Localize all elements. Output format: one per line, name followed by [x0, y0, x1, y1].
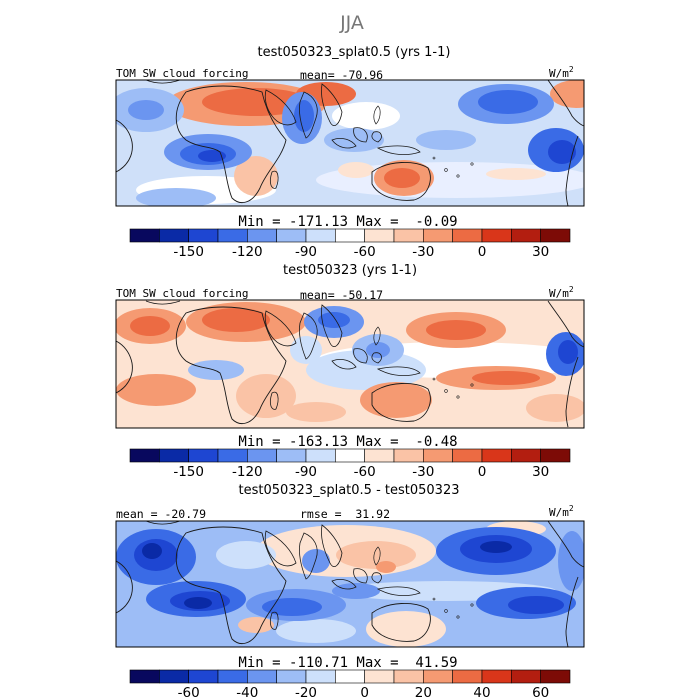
- colorbar-swatch: [452, 448, 483, 463]
- colorbar-swatch: [188, 448, 219, 463]
- colorbar-tick-label: -40: [236, 685, 258, 700]
- colorbar-tick-label: -120: [232, 464, 263, 480]
- panel-2: test050323 (yrs 1-1) TOM SW cloud forcin…: [115, 263, 585, 480]
- colorbar-swatch: [452, 228, 483, 243]
- panel-1-colorbar: -150 -120 -90 -60 -30 0 30: [129, 228, 571, 260]
- colorbar-swatch: [159, 228, 189, 243]
- panel-3-map: [116, 521, 584, 647]
- colorbar-swatch: [452, 669, 483, 684]
- colorbar-swatch: [129, 448, 160, 463]
- colorbar-swatch: [423, 448, 453, 463]
- colorbar-swatch: [335, 228, 365, 243]
- panel-1-title: test050323_splat0.5 (yrs 1-1): [258, 45, 451, 60]
- colorbar-swatch: [276, 228, 307, 243]
- panel-2-units: W/m2: [549, 285, 574, 300]
- colorbar-swatch: [423, 669, 453, 684]
- colorbar-swatch: [393, 228, 424, 243]
- panel-2-frame: [115, 299, 585, 429]
- colorbar-tick-label: -20: [295, 685, 317, 700]
- season-title: JJA: [339, 12, 364, 34]
- colorbar-swatch: [423, 228, 453, 243]
- colorbar-swatch: [305, 228, 336, 243]
- panel-1-mean-label: mean= -70.96: [300, 68, 383, 82]
- colorbar-swatch: [129, 669, 160, 684]
- colorbar-swatch: [511, 669, 541, 684]
- colorbar-swatch: [511, 448, 541, 463]
- panel-3-units: W/m2: [549, 504, 574, 519]
- colorbar-swatch: [364, 448, 395, 463]
- panel-1: test050323_splat0.5 (yrs 1-1) TOM SW clo…: [115, 45, 585, 260]
- panel-3-frame: [115, 520, 585, 648]
- colorbar-swatch: [129, 228, 160, 243]
- colorbar-tick-label: -60: [178, 685, 200, 700]
- panel-2-title: test050323 (yrs 1-1): [283, 263, 417, 278]
- colorbar-tick-label: -30: [412, 244, 434, 260]
- colorbar-tick-label: 60: [532, 685, 549, 700]
- colorbar-swatch: [217, 448, 248, 463]
- colorbar-tick-label: 30: [532, 244, 549, 260]
- colorbar-swatch: [217, 228, 248, 243]
- panel-2-mean-label: mean= -50.17: [300, 288, 383, 302]
- colorbar-swatch: [393, 448, 424, 463]
- colorbar-swatch: [481, 669, 512, 684]
- panel-2-map: [116, 300, 584, 428]
- colorbar-swatch: [217, 669, 248, 684]
- colorbar-tick-label: 0: [360, 685, 369, 700]
- colorbar-swatch: [305, 448, 336, 463]
- colorbar-swatch: [159, 669, 189, 684]
- colorbar-swatch: [159, 448, 189, 463]
- panel-1-minmax: Min = -171.13 Max = -0.09: [238, 214, 457, 230]
- colorbar-swatch: [364, 228, 395, 243]
- colorbar-swatch: [540, 669, 571, 684]
- colorbar-tick-label: -30: [412, 464, 434, 480]
- colorbar-tick-label: -60: [354, 244, 376, 260]
- panel-2-minmax: Min = -163.13 Max = -0.48: [238, 434, 457, 450]
- colorbar-swatch: [188, 228, 219, 243]
- colorbar-tick-label: -90: [295, 464, 317, 480]
- colorbar-swatch: [247, 448, 277, 463]
- colorbar-swatch: [188, 669, 219, 684]
- panel-3-minmax: Min = -110.71 Max = 41.59: [238, 655, 457, 671]
- panel-1-units: W/m2: [549, 65, 574, 80]
- panel-2-colorbar: -150 -120 -90 -60 -30 0 30: [129, 448, 571, 480]
- colorbar-swatch: [276, 448, 307, 463]
- panel-3-title: test050323_splat0.5 - test050323: [238, 483, 459, 498]
- panel-3: test050323_splat0.5 - test050323 mean = …: [115, 483, 585, 700]
- panel-1-frame: [115, 79, 585, 207]
- colorbar-tick-label: 0: [478, 464, 487, 480]
- colorbar-tick-label: -150: [173, 464, 204, 480]
- colorbar-swatch: [511, 228, 541, 243]
- colorbar-swatch: [481, 228, 512, 243]
- colorbar-swatch: [540, 448, 571, 463]
- colorbar-tick-label: -150: [173, 244, 204, 260]
- panel-2-field-label: TOM SW cloud forcing: [116, 287, 248, 300]
- panel-3-colorbar: -60 -40 -20 0 20 40 60: [129, 669, 571, 700]
- colorbar-swatch: [393, 669, 424, 684]
- colorbar-tick-label: 30: [532, 464, 549, 480]
- colorbar-tick-label: 40: [473, 685, 490, 700]
- colorbar-swatch: [481, 448, 512, 463]
- panel-3-rmse-label: rmse = 31.92: [300, 507, 390, 521]
- colorbar-tick-label: -60: [354, 464, 376, 480]
- colorbar-swatch: [335, 448, 365, 463]
- panel-1-field-label: TOM SW cloud forcing: [116, 67, 248, 80]
- panel-1-map: [116, 80, 584, 206]
- colorbar-swatch: [247, 669, 277, 684]
- colorbar-tick-label: -90: [295, 244, 317, 260]
- colorbar-tick-label: 0: [478, 244, 487, 260]
- colorbar-swatch: [247, 228, 277, 243]
- colorbar-swatch: [540, 228, 571, 243]
- colorbar-swatch: [305, 669, 336, 684]
- colorbar-tick-label: -120: [232, 244, 263, 260]
- panel-3-mean-label: mean = -20.79: [116, 507, 206, 521]
- colorbar-swatch: [335, 669, 365, 684]
- colorbar-swatch: [276, 669, 307, 684]
- colorbar-tick-label: 20: [415, 685, 432, 700]
- colorbar-swatch: [364, 669, 395, 684]
